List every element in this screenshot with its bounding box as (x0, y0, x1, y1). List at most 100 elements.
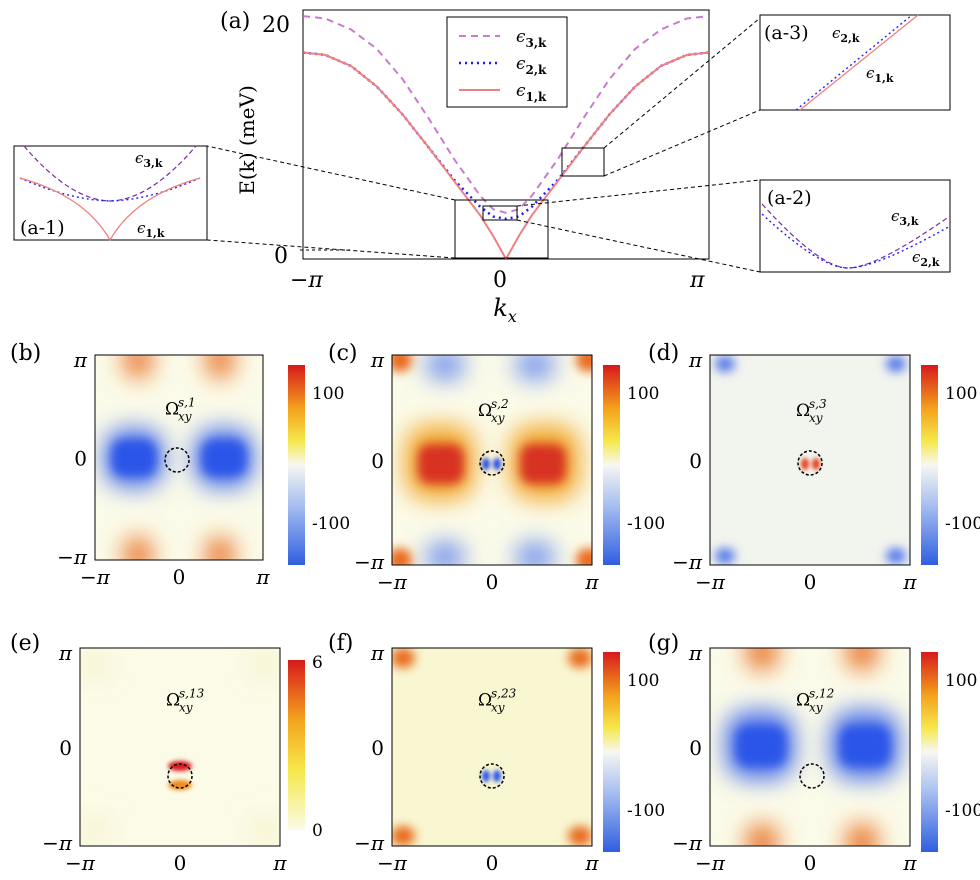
panel-label-g: (g) (648, 631, 679, 656)
colorbars (288, 365, 938, 852)
ytick-label: 0 (371, 449, 384, 473)
panel-a-band-structure: (a) 20 0 −π 0 π kx E(k) (meV) (13, 9, 951, 326)
panel-b-heatmap (94, 354, 264, 561)
panel-g-heatmap (709, 647, 911, 847)
panel-label-e: (e) (10, 631, 40, 656)
xtick-label: −π (695, 851, 726, 875)
zoom-box-a1 (454, 199, 549, 259)
ytick-label: −π (42, 831, 73, 855)
axis-ticks-a: 20 0 −π 0 π (262, 13, 705, 293)
series-line-3 (303, 51, 709, 259)
band-curves (303, 15, 709, 259)
inset-label-a3: (a-3) (764, 22, 809, 44)
heatmap-field-c (392, 355, 592, 565)
xtick-label: 0 (486, 570, 499, 594)
heatmap-field-d (710, 355, 910, 565)
panel-label-b: (b) (10, 341, 41, 366)
legend-a: ϵ3,k ϵ2,k ϵ1,k (446, 16, 568, 108)
omega-superscript: s,13 (179, 686, 205, 700)
zoom-box-a2 (482, 205, 518, 221)
panel-label-f: (f) (328, 631, 353, 656)
xtick-label: 0 (804, 851, 817, 875)
colorbar-tick: -100 (627, 801, 665, 821)
colorbar-d (921, 365, 938, 565)
xtick-label: 0 (804, 570, 817, 594)
heatmap-frame (391, 647, 593, 847)
heatmap-frame (391, 354, 593, 566)
ytick-label: π (370, 348, 385, 372)
dashed-circles (164, 447, 825, 789)
omega-superscript: s,12 (809, 686, 834, 700)
colorbar-tick: -100 (312, 514, 350, 534)
circle-marker (479, 763, 505, 789)
omega-annotation: Ω (165, 399, 179, 419)
ytick-label: π (370, 641, 385, 665)
panel-d-heatmap (709, 354, 911, 566)
colorbar-tick: -100 (627, 514, 665, 534)
heatmap-field-g (710, 648, 910, 846)
xtick-label: −π (65, 851, 96, 875)
zoom-box-a3 (561, 147, 605, 177)
xtick-label: 0 (173, 565, 186, 589)
ytick-label: 20 (262, 13, 290, 38)
ytick-label: π (73, 348, 88, 372)
omega-annotation: Ω (796, 401, 810, 421)
xtick-label: π (255, 565, 270, 589)
colorbar-b (288, 365, 305, 565)
circle-marker (164, 447, 190, 473)
omega-subscript: xy (491, 411, 505, 425)
ytick-label: 0 (689, 449, 702, 473)
inset-a1: (a-1) ϵ3,k ϵ1,k (13, 145, 208, 242)
ytick-label: 0 (59, 736, 72, 760)
omega-superscript: s,2 (491, 397, 509, 411)
ytick-label: π (58, 641, 73, 665)
omega-annotation: Ω (478, 401, 492, 421)
ytick-label: π (688, 348, 703, 372)
panel-label-d: (d) (648, 341, 679, 366)
inset-label-a1: (a-1) (20, 217, 65, 239)
omega-subscript: xy (809, 700, 823, 714)
circle-marker (799, 763, 825, 789)
panel-c-heatmap (391, 354, 593, 566)
panel-f-heatmap (391, 647, 593, 847)
heatmap-frame (709, 354, 911, 566)
heatmap-frame (94, 354, 264, 561)
series-line-1 (303, 15, 709, 214)
omega-subscript: xy (179, 700, 193, 714)
panel-e-heatmap (79, 647, 281, 847)
legend-label-e1: ϵ1,k (516, 81, 547, 104)
colorbar-tick: 6 (312, 653, 323, 673)
omega-superscript: s,1 (178, 395, 196, 409)
heatmap-field-e (80, 648, 280, 846)
heatmap-field-f (392, 648, 592, 846)
xtick-label: −π (377, 570, 408, 594)
xtick-label: −π (290, 268, 323, 293)
xtick-label: π (902, 851, 917, 875)
omega-superscript: s,3 (809, 397, 827, 411)
ytick-label: −π (672, 550, 703, 574)
inset-a3: (a-3) ϵ2,k ϵ1,k (759, 14, 951, 111)
ytick-label: π (688, 641, 703, 665)
circle-marker (479, 450, 505, 476)
x-axis-label: kx (493, 294, 517, 326)
xtick-label: −π (695, 570, 726, 594)
zoom-connectors (206, 17, 761, 273)
inset-frame (759, 179, 951, 273)
colorbar-tick: 100 (627, 671, 659, 691)
colorbar-e (288, 660, 305, 830)
omega-annotation: Ω (478, 690, 492, 710)
xtick-label: π (272, 851, 287, 875)
xtick-label: π (584, 851, 599, 875)
xtick-label: π (689, 268, 705, 293)
omega-annotation: Ω (796, 690, 810, 710)
y-axis-label: E(k) (meV) (235, 85, 259, 195)
omega-subscript: xy (178, 409, 192, 423)
colorbar-tick: -100 (945, 514, 980, 534)
ytick-label: −π (354, 550, 385, 574)
xtick-label: 0 (174, 851, 187, 875)
colorbar-tick: 100 (945, 384, 977, 404)
circle-marker (167, 763, 193, 789)
xtick-label: −π (80, 565, 111, 589)
colorbar-tick: 100 (627, 384, 659, 404)
